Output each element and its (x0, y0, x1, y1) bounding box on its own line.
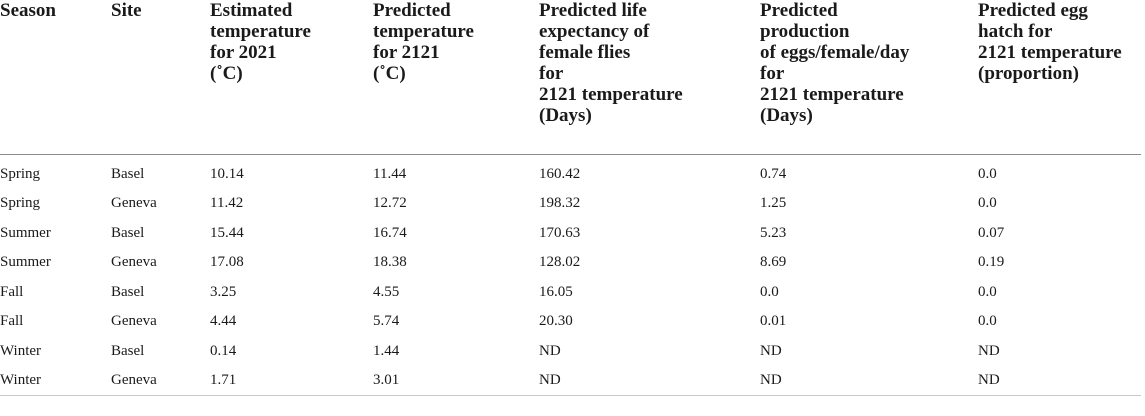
cell-predicted-temperature: 18.38 (373, 254, 407, 271)
table-row: Winter Geneva 1.71 3.01 ND ND ND (0, 365, 1141, 396)
table-body: Spring Basel 10.14 11.44 160.42 0.74 0.0… (0, 155, 1141, 396)
header-row: Season Site Estimated temperature for 20… (0, 0, 1141, 155)
cell-egg-production: 8.69 (760, 254, 787, 271)
cell-season: Summer (0, 254, 51, 271)
table-row: Spring Geneva 11.42 12.72 198.32 1.25 0.… (0, 189, 1141, 219)
cell-site: Geneva (111, 365, 210, 396)
header-predicted-temperature-2121: Predicted temperature for 2121 (˚C) (373, 0, 539, 155)
cell-egg-hatch: 0.0 (978, 165, 997, 182)
cell-season: Winter (0, 342, 42, 359)
header-site: Site (111, 0, 210, 155)
cell-egg-production: 0.0 (760, 283, 779, 300)
cell-site: Geneva (111, 254, 157, 271)
cell-season: Fall (0, 283, 24, 300)
table-row: Summer Geneva 17.08 18.38 128.02 8.69 0.… (0, 248, 1141, 278)
cell-season: Fall (0, 313, 24, 330)
cell-egg-hatch: 0.19 (978, 254, 1005, 271)
cell-egg-production: 5.23 (760, 224, 787, 241)
cell-life-expectancy: 128.02 (539, 254, 581, 271)
cell-season: Spring (0, 195, 41, 212)
cell-egg-hatch: ND (978, 365, 1141, 396)
table-row: Fall Geneva 4.44 5.74 20.30 0.01 0.0 (0, 307, 1141, 337)
cell-estimated-temperature: 10.14 (210, 165, 244, 182)
cell-egg-production: 1.25 (760, 195, 787, 212)
cell-predicted-temperature: 4.55 (373, 283, 400, 300)
cell-predicted-temperature: 1.44 (373, 342, 400, 359)
cell-estimated-temperature: 1.71 (210, 365, 373, 396)
cell-season: Summer (0, 224, 51, 241)
table-row: Fall Basel 3.25 4.55 16.05 0.0 0.0 (0, 277, 1141, 307)
cell-season: Winter (0, 365, 111, 396)
cell-life-expectancy: 20.30 (539, 313, 573, 330)
cell-life-expectancy: 16.05 (539, 283, 573, 300)
header-season: Season (0, 0, 111, 155)
cell-egg-hatch: 0.0 (978, 195, 997, 212)
cell-site: Basel (111, 165, 145, 182)
cell-life-expectancy: 198.32 (539, 195, 581, 212)
header-predicted-egg-production: Predicted production of eggs/female/day … (760, 0, 978, 155)
cell-egg-production: ND (760, 365, 978, 396)
header-estimated-temperature-2021: Estimated temperature for 2021 (˚C) (210, 0, 373, 155)
cell-egg-hatch: 0.07 (978, 224, 1005, 241)
cell-estimated-temperature: 17.08 (210, 254, 244, 271)
cell-predicted-temperature: 11.44 (373, 165, 407, 182)
cell-egg-hatch: 0.0 (978, 313, 997, 330)
cell-life-expectancy: ND (539, 342, 561, 359)
data-table: Season Site Estimated temperature for 20… (0, 0, 1141, 396)
cell-estimated-temperature: 0.14 (210, 342, 237, 359)
cell-site: Basel (111, 224, 145, 241)
cell-site: Basel (111, 283, 145, 300)
cell-predicted-temperature: 12.72 (373, 195, 407, 212)
cell-predicted-temperature: 3.01 (373, 365, 539, 396)
cell-life-expectancy: 170.63 (539, 224, 581, 241)
cell-estimated-temperature: 15.44 (210, 224, 244, 241)
cell-predicted-temperature: 5.74 (373, 313, 400, 330)
cell-egg-hatch: 0.0 (978, 283, 997, 300)
cell-estimated-temperature: 4.44 (210, 313, 237, 330)
cell-egg-production: 0.01 (760, 313, 787, 330)
cell-estimated-temperature: 3.25 (210, 283, 237, 300)
cell-estimated-temperature: 11.42 (210, 195, 244, 212)
table-row: Spring Basel 10.14 11.44 160.42 0.74 0.0 (0, 155, 1141, 189)
cell-egg-production: ND (760, 342, 782, 359)
cell-life-expectancy: 160.42 (539, 165, 581, 182)
cell-site: Basel (111, 342, 145, 359)
header-predicted-egg-hatch: Predicted egg hatch for 2121 temperature… (978, 0, 1141, 155)
cell-site: Geneva (111, 195, 157, 212)
cell-site: Geneva (111, 313, 157, 330)
cell-egg-production: 0.74 (760, 165, 787, 182)
cell-season: Spring (0, 165, 41, 182)
table-row: Summer Basel 15.44 16.74 170.63 5.23 0.0… (0, 218, 1141, 248)
table-header: Season Site Estimated temperature for 20… (0, 0, 1141, 155)
cell-life-expectancy: ND (539, 365, 760, 396)
table-row: Winter Basel 0.14 1.44 ND ND ND (0, 336, 1141, 366)
cell-egg-hatch: ND (978, 342, 1000, 359)
cell-predicted-temperature: 16.74 (373, 224, 407, 241)
header-predicted-life-expectancy: Predicted life expectancy of female flie… (539, 0, 760, 155)
